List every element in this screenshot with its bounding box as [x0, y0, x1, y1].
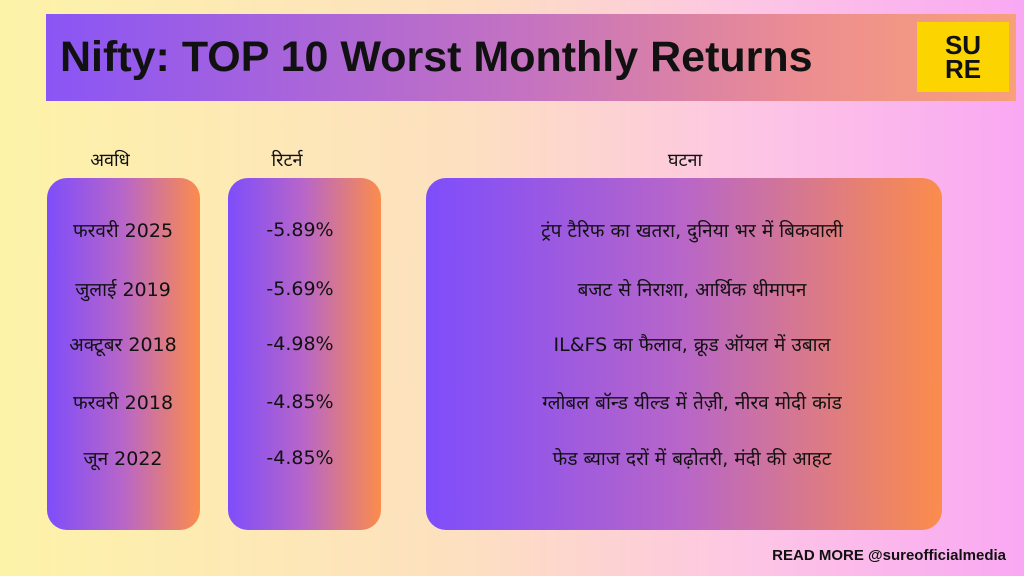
logo: SU RE: [917, 22, 1009, 92]
title: Nifty: TOP 10 Worst Monthly Returns: [60, 33, 813, 81]
logo-line: RE: [944, 54, 982, 84]
event-cell: ट्रंप टैरिफ का खतरा, दुनिया भर में बिकवा…: [541, 220, 843, 242]
period-cell: जून 2022: [83, 448, 163, 470]
period-cell: फरवरी 2018: [72, 392, 174, 414]
period-cell: अक्टूबर 2018: [69, 334, 177, 356]
footer: READ MORE @sureofficialmedia: [772, 547, 1006, 564]
column-header: घटना: [667, 150, 703, 171]
period-cell: फरवरी 2025: [72, 220, 174, 242]
event-cell: बजट से निराशा, आर्थिक धीमापन: [577, 279, 807, 301]
column-header: रिटर्न: [271, 150, 303, 171]
event-cell: फेड ब्याज दरों में बढ़ोतरी, मंदी की आहट: [552, 448, 832, 470]
column-header: अवधि: [90, 150, 130, 171]
return-cell: -5.89%: [266, 219, 334, 241]
logo-line: SU: [944, 30, 982, 60]
period-cell: जुलाई 2019: [75, 279, 171, 301]
return-cell: -4.85%: [266, 391, 334, 413]
return-cell: -5.69%: [266, 278, 334, 300]
title-bar: Nifty: TOP 10 Worst Monthly Returns SU R…: [46, 14, 1016, 101]
return-panel: [228, 178, 381, 530]
period-panel: [47, 178, 200, 530]
event-cell: ग्लोबल बॉन्ड यील्ड में तेज़ी, नीरव मोदी …: [542, 392, 842, 414]
event-panel: [426, 178, 942, 530]
return-cell: -4.85%: [266, 447, 334, 469]
event-cell: IL&FS का फैलाव, क्रूड ऑयल में उबाल: [553, 334, 831, 356]
return-cell: -4.98%: [266, 333, 334, 355]
